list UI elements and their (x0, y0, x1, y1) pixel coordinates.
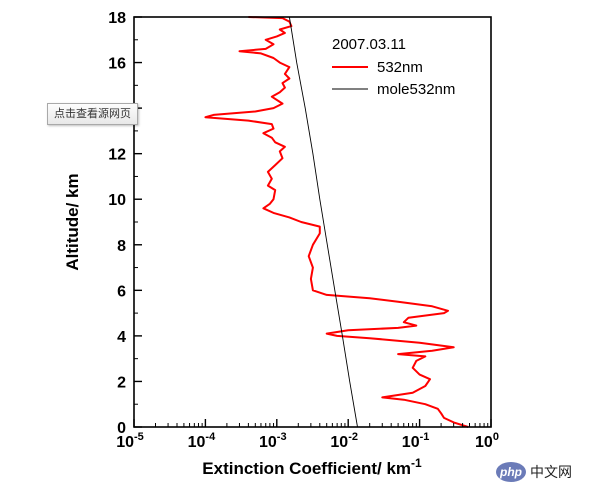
x-tick-label: 100 (475, 431, 499, 451)
y-tick-labels: 024681012141618 (108, 10, 126, 437)
watermark-site-text: 中文网 (530, 465, 572, 481)
legend-label-532nm: 532nm (377, 59, 423, 76)
legend: 2007.03.11 532nm mole532nm (332, 36, 455, 98)
x-tick-label: 10-4 (188, 431, 216, 451)
legend-label-mole532nm: mole532nm (377, 81, 455, 98)
x-tick-labels: 10-5 10-4 10-3 10-2 10-1 100 (116, 431, 499, 451)
y-tick-label: 18 (108, 10, 126, 27)
y-tick-label: 0 (117, 420, 126, 437)
site-watermark: php 中文网 (496, 460, 572, 484)
y-tick-label: 4 (117, 329, 126, 346)
y-tick-label: 8 (117, 238, 126, 255)
x-tick-label: 10-5 (116, 431, 144, 451)
y-tick-label: 2 (117, 374, 126, 391)
y-tick-label: 16 (108, 56, 126, 73)
x-axis-title: Extinction Coefficient/ km-1 (202, 456, 422, 478)
x-tick-label: 10-1 (402, 431, 430, 451)
x-tick-label: 10-3 (259, 431, 287, 451)
legend-annotation: 2007.03.11 (332, 36, 406, 53)
series-layer (204, 16, 469, 428)
y-tick-label: 10 (108, 192, 126, 209)
y-axis-title: Altitude/ km (63, 173, 82, 270)
x-axis-title-superscript: -1 (411, 456, 422, 470)
view-source-button[interactable]: 点击查看源网页 (47, 103, 138, 125)
series-line-mole532nm (288, 16, 358, 428)
y-tick-label: 12 (108, 147, 126, 164)
y-tick-label: 6 (117, 283, 126, 300)
ticks-layer (133, 16, 492, 428)
x-tick-label: 10-2 (330, 431, 358, 451)
php-logo-icon: php (496, 462, 526, 482)
series-line-532nm (204, 16, 469, 428)
